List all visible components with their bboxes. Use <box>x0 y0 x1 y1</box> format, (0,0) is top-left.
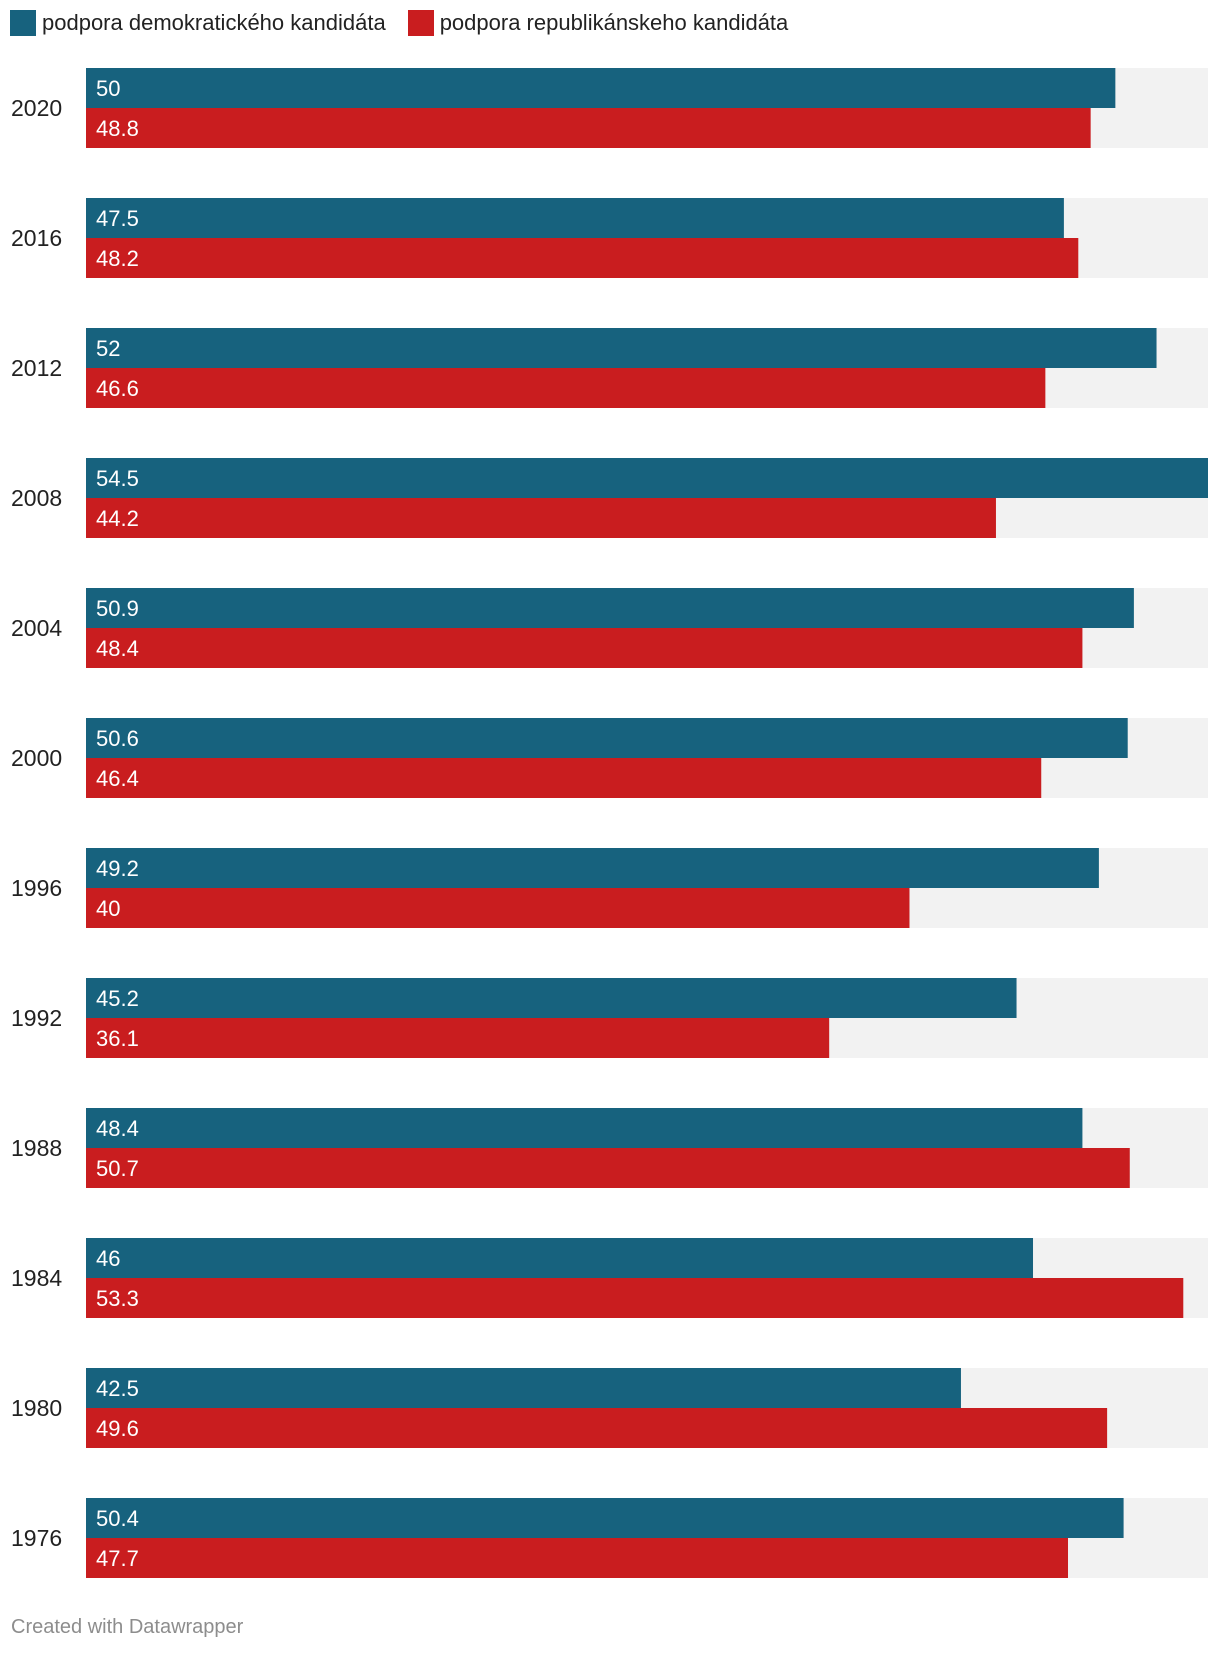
value-label-rep-1992: 36.1 <box>96 1026 139 1051</box>
legend-swatch-democrat <box>10 10 36 36</box>
bar-dem-2012 <box>86 328 1157 368</box>
legend-swatch-republican <box>407 10 434 36</box>
bar-group-2020: 2020 50 48.8 <box>11 68 1208 148</box>
value-label-dem-1984: 46 <box>96 1246 120 1271</box>
bar-group-2008: 2008 54.5 44.2 <box>11 458 1208 538</box>
category-label-1976: 1976 <box>11 1525 62 1551</box>
bar-group-1988: 1988 48.4 50.7 <box>11 1108 1208 1188</box>
bar-dem-1984 <box>86 1238 1034 1278</box>
bar-rep-2020 <box>86 108 1091 148</box>
value-label-rep-2004: 48.4 <box>96 636 139 661</box>
value-label-dem-1976: 50.4 <box>96 1506 139 1531</box>
value-label-rep-1980: 49.6 <box>96 1416 139 1441</box>
value-label-dem-1988: 48.4 <box>96 1116 139 1141</box>
bar-rep-1996 <box>86 888 910 928</box>
category-label-2020: 2020 <box>11 95 62 121</box>
footer-credit: Created with Datawrapper <box>11 1616 244 1638</box>
category-label-2000: 2000 <box>11 745 62 771</box>
bar-dem-2004 <box>86 588 1134 628</box>
value-label-dem-1992: 45.2 <box>96 986 139 1011</box>
bar-rep-1984 <box>86 1278 1184 1318</box>
bar-dem-1988 <box>86 1108 1083 1148</box>
bar-group-1976: 1976 50.4 47.7 <box>11 1498 1208 1578</box>
bar-rep-1976 <box>86 1538 1069 1578</box>
category-label-1996: 1996 <box>11 875 62 901</box>
legend-label-democrat: podpora demokratického kandidáta <box>42 10 386 35</box>
value-label-dem-2012: 52 <box>96 336 120 361</box>
bar-rep-1988 <box>86 1148 1130 1188</box>
value-label-rep-2016: 48.2 <box>96 246 139 271</box>
bar-dem-2016 <box>86 198 1064 238</box>
bar-dem-2000 <box>86 718 1128 758</box>
category-label-1988: 1988 <box>11 1135 62 1161</box>
bar-group-1996: 1996 49.2 40 <box>11 848 1208 928</box>
value-label-rep-1988: 50.7 <box>96 1156 139 1181</box>
value-label-dem-2016: 47.5 <box>96 206 139 231</box>
bar-dem-1996 <box>86 848 1099 888</box>
bar-rep-2012 <box>86 368 1046 408</box>
bar-group-2012: 2012 52 46.6 <box>11 328 1208 408</box>
value-label-rep-2000: 46.4 <box>96 766 139 791</box>
value-label-dem-2020: 50 <box>96 76 120 101</box>
bar-rep-2008 <box>86 498 996 538</box>
value-label-rep-2008: 44.2 <box>96 506 139 531</box>
bar-group-1980: 1980 42.5 49.6 <box>11 1368 1208 1448</box>
category-label-1980: 1980 <box>11 1395 62 1421</box>
bar-rep-2016 <box>86 238 1079 278</box>
value-label-rep-1996: 40 <box>96 896 120 921</box>
bar-dem-1980 <box>86 1368 961 1408</box>
value-label-rep-1984: 53.3 <box>96 1286 139 1311</box>
bar-dem-2020 <box>86 68 1116 108</box>
bar-group-2016: 2016 47.5 48.2 <box>11 198 1208 278</box>
value-label-rep-2020: 48.8 <box>96 116 139 141</box>
category-label-1984: 1984 <box>11 1265 62 1291</box>
bar-rep-1992 <box>86 1018 830 1058</box>
bar-group-2004: 2004 50.9 48.4 <box>11 588 1208 668</box>
bar-group-1992: 1992 45.2 36.1 <box>11 978 1208 1058</box>
legend-label-republican: podpora republikánskeho kandidáta <box>439 10 789 35</box>
category-label-2016: 2016 <box>11 225 62 251</box>
category-label-1992: 1992 <box>11 1005 62 1031</box>
bar-dem-1992 <box>86 978 1017 1018</box>
legend: podpora demokratického kandidáta podpora… <box>10 10 788 36</box>
category-label-2004: 2004 <box>11 615 62 641</box>
bar-dem-1976 <box>86 1498 1124 1538</box>
value-label-dem-1980: 42.5 <box>96 1376 139 1401</box>
value-label-dem-2000: 50.6 <box>96 726 139 751</box>
legend-item-democrat: podpora demokratického kandidáta <box>10 10 386 36</box>
bar-rep-2004 <box>86 628 1083 668</box>
value-label-dem-1996: 49.2 <box>96 856 139 881</box>
category-label-2012: 2012 <box>11 355 62 381</box>
bar-group-2000: 2000 50.6 46.4 <box>11 718 1208 798</box>
value-label-rep-1976: 47.7 <box>96 1546 139 1571</box>
bar-dem-2008 <box>86 458 1208 498</box>
value-label-dem-2008: 54.5 <box>96 466 139 491</box>
value-label-dem-2004: 50.9 <box>96 596 139 621</box>
legend-item-republican: podpora republikánskeho kandidáta <box>407 10 789 36</box>
category-label-2008: 2008 <box>11 485 62 511</box>
bar-rep-2000 <box>86 758 1042 798</box>
value-label-rep-2012: 46.6 <box>96 376 139 401</box>
bar-group-1984: 1984 46 53.3 <box>11 1238 1208 1318</box>
bar-rep-1980 <box>86 1408 1108 1448</box>
